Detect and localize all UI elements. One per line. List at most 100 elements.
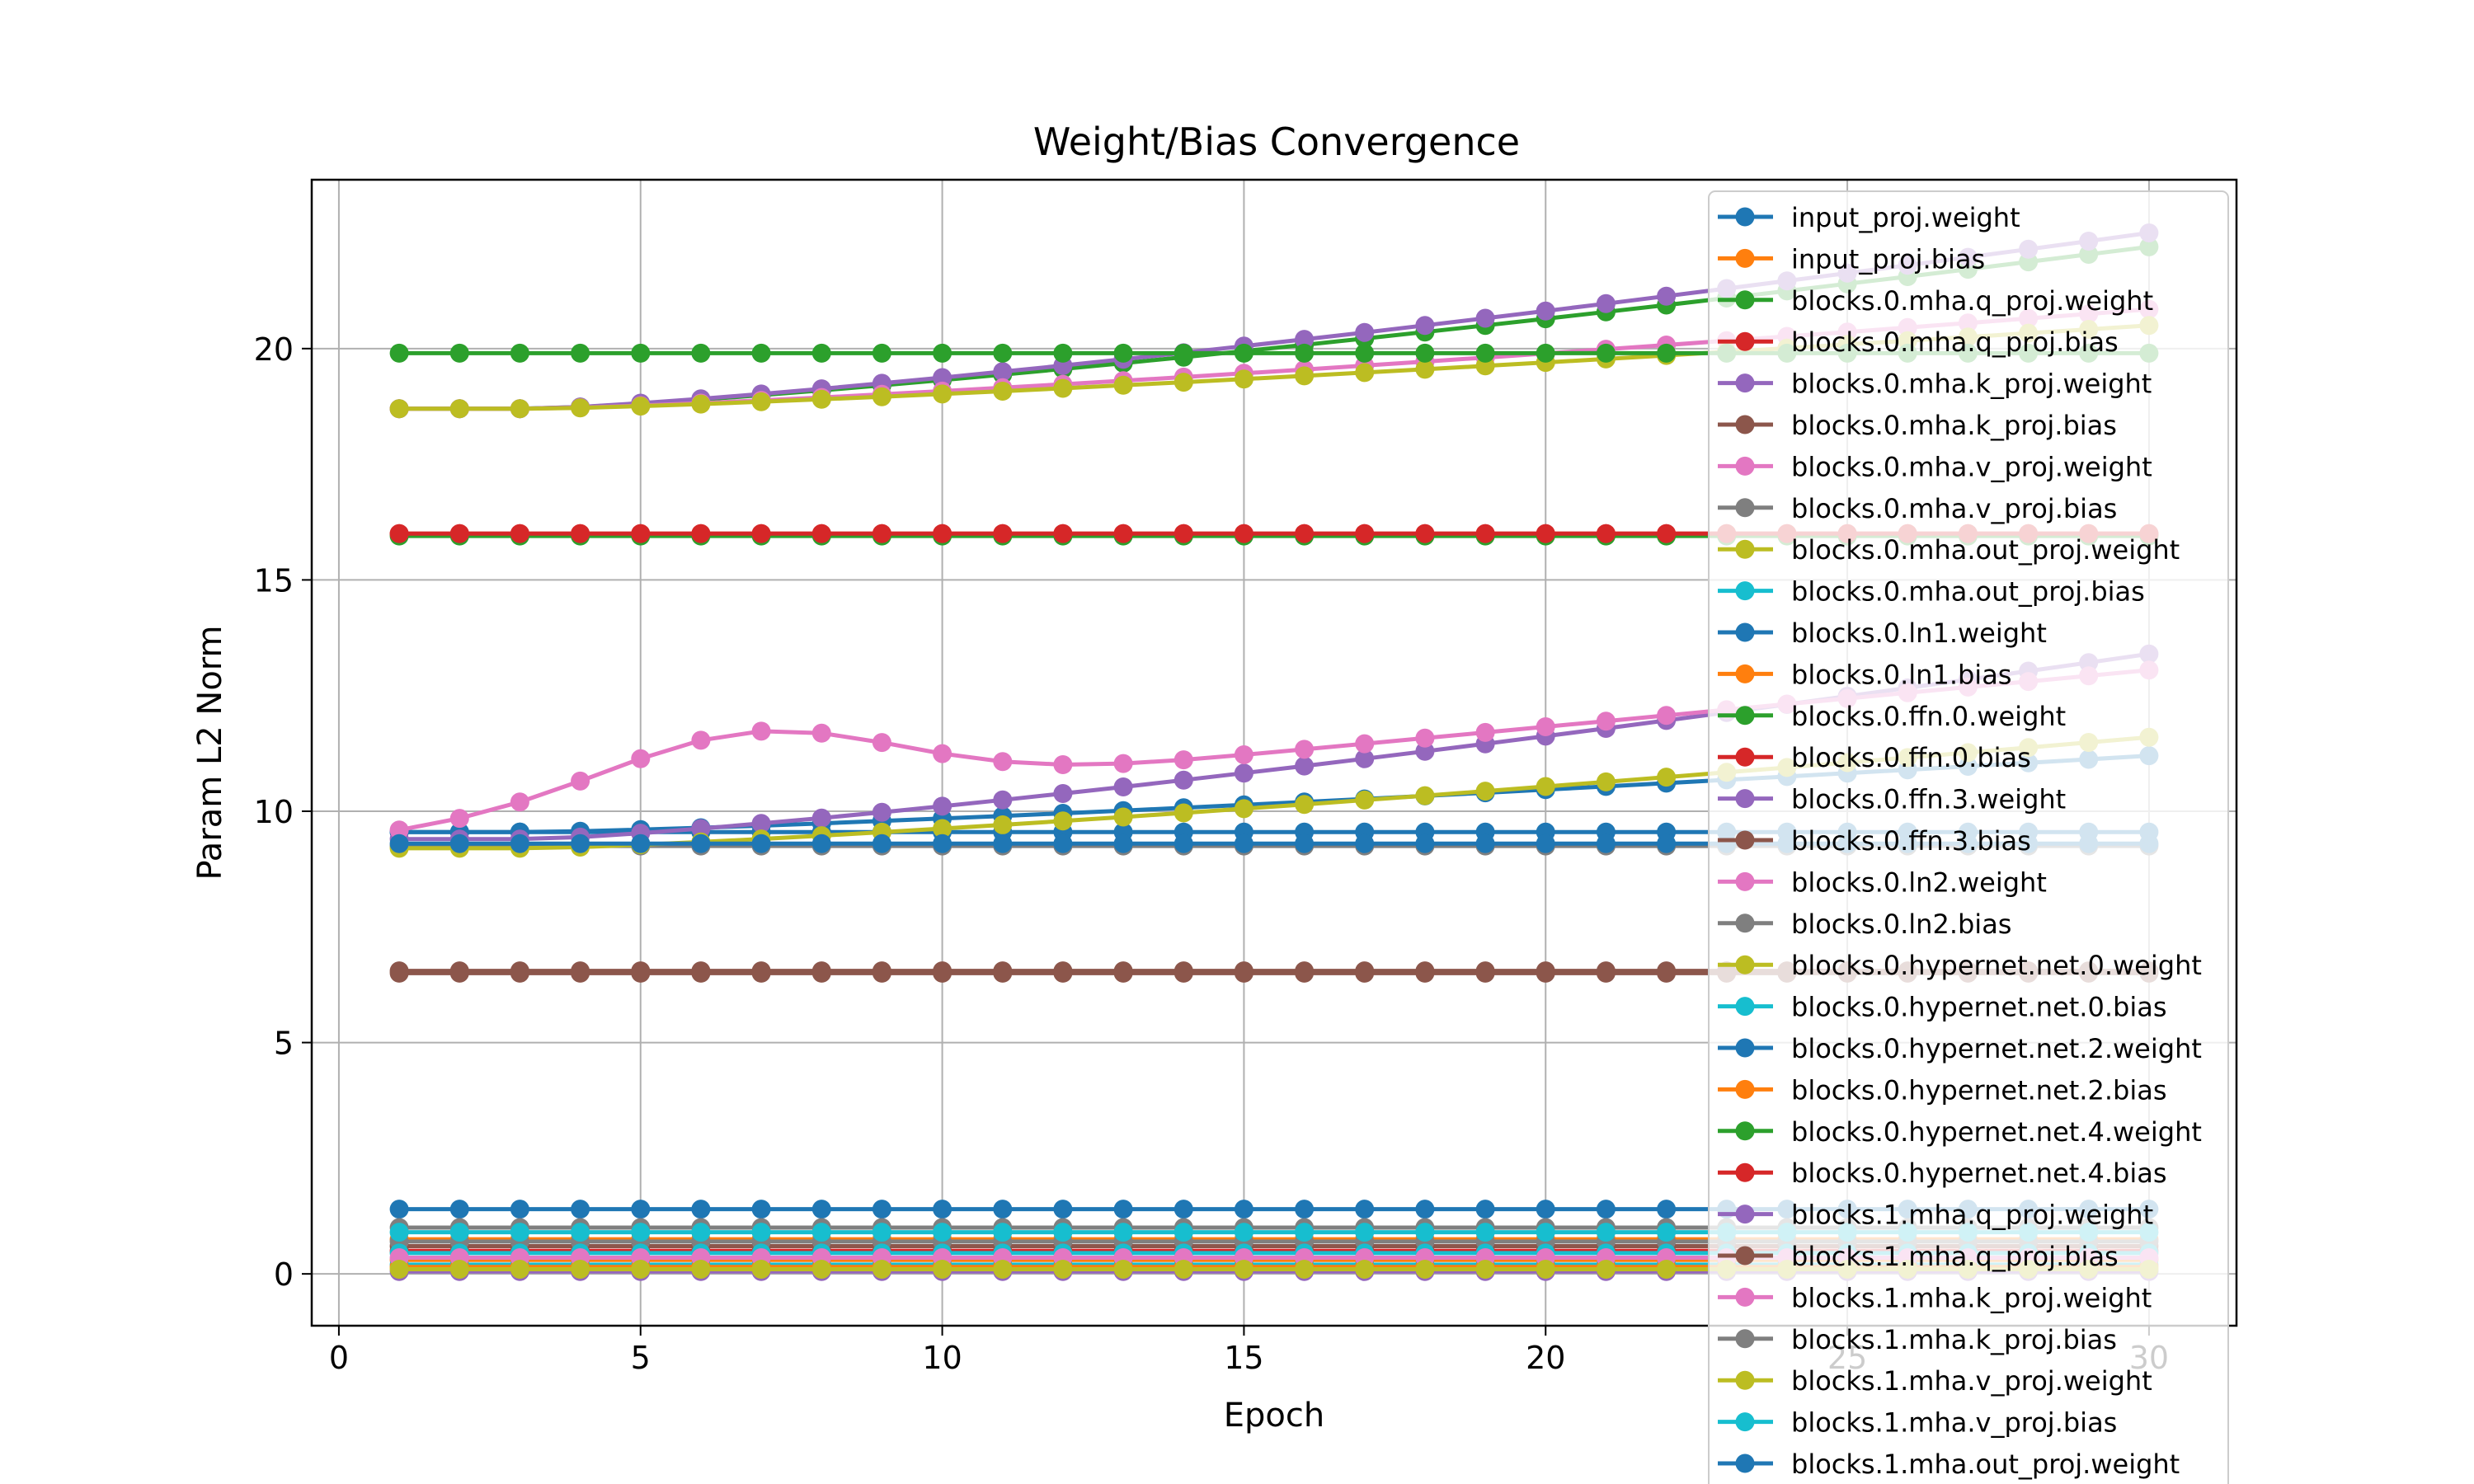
legend-marker <box>1735 664 1755 683</box>
legend-item: blocks.0.ln1.weight <box>1718 618 2047 649</box>
legend-marker <box>1735 1162 1755 1182</box>
data-point <box>571 1200 590 1219</box>
x-axis-label: Epoch <box>1224 1397 1324 1435</box>
data-point <box>1657 961 1677 981</box>
legend-marker <box>1735 248 1755 268</box>
data-point <box>1536 1260 1555 1279</box>
data-point <box>751 961 771 981</box>
legend-marker <box>1735 1453 1755 1473</box>
data-point <box>1536 1223 1555 1242</box>
legend-marker <box>1735 456 1755 476</box>
data-point <box>933 744 952 763</box>
data-point <box>1053 755 1073 774</box>
legend-marker <box>1735 373 1755 393</box>
data-point <box>1113 961 1133 981</box>
legend-item: blocks.1.mha.q_proj.weight <box>1718 1200 2153 1231</box>
data-point <box>510 1200 529 1219</box>
data-point <box>691 961 711 981</box>
data-point <box>449 961 469 981</box>
legend-item: blocks.0.ffn.3.bias <box>1718 825 2031 857</box>
data-point <box>1596 961 1616 981</box>
legend-item: blocks.1.mha.v_proj.bias <box>1718 1407 2117 1439</box>
data-point <box>571 771 590 791</box>
data-point <box>993 834 1013 853</box>
data-point <box>1295 1200 1315 1219</box>
legend-item: blocks.0.mha.v_proj.bias <box>1718 493 2117 524</box>
data-point <box>389 1200 409 1219</box>
data-point <box>1415 834 1435 853</box>
data-point <box>1234 763 1253 783</box>
legend-marker <box>1735 913 1755 933</box>
data-point <box>751 721 771 741</box>
legend-marker <box>1735 331 1755 351</box>
data-point <box>1295 343 1315 363</box>
data-point <box>1174 343 1193 363</box>
data-point <box>449 524 469 543</box>
data-point <box>1657 768 1677 787</box>
data-point <box>1657 1223 1677 1242</box>
data-point <box>1113 754 1133 773</box>
legend-label: blocks.0.ln2.weight <box>1791 866 2047 898</box>
data-point <box>449 1223 469 1242</box>
data-point <box>751 1223 771 1242</box>
data-point <box>993 343 1013 363</box>
data-point <box>571 524 590 543</box>
data-point <box>510 834 529 853</box>
x-tick-label: 20 <box>1526 1340 1565 1376</box>
legend-item: blocks.1.mha.v_proj.weight <box>1718 1365 2152 1397</box>
data-point <box>933 1200 952 1219</box>
data-point <box>691 834 711 853</box>
data-point <box>1536 961 1555 981</box>
data-point <box>1475 1223 1495 1242</box>
data-point <box>1113 1260 1133 1279</box>
data-point <box>1234 834 1253 853</box>
data-point <box>631 749 651 768</box>
data-point <box>1475 308 1495 328</box>
chart-title: Weight/Bias Convergence <box>1033 120 1520 164</box>
data-point <box>933 384 952 404</box>
legend-label: blocks.0.ln1.bias <box>1791 659 2011 690</box>
data-point <box>510 1223 529 1242</box>
legend-label: blocks.1.mha.q_proj.bias <box>1791 1241 2119 1272</box>
data-point <box>1113 375 1133 395</box>
legend-marker <box>1735 539 1755 559</box>
data-point <box>811 389 831 409</box>
data-point <box>449 343 469 363</box>
data-point <box>811 343 831 363</box>
data-point <box>1657 706 1677 726</box>
legend-label: blocks.0.hypernet.net.0.weight <box>1791 950 2202 981</box>
y-tick-label: 15 <box>254 562 294 599</box>
data-point <box>571 398 590 418</box>
data-point <box>1355 734 1375 754</box>
data-point <box>1053 961 1073 981</box>
legend-marker <box>1735 1370 1755 1390</box>
data-point <box>1234 799 1253 819</box>
legend-label: blocks.1.mha.out_proj.weight <box>1791 1449 2180 1480</box>
legend-marker <box>1735 789 1755 809</box>
data-point <box>1657 834 1677 853</box>
data-point <box>1174 1260 1193 1279</box>
data-point <box>1113 1223 1133 1242</box>
legend-marker <box>1735 1121 1755 1141</box>
data-point <box>872 1200 891 1219</box>
data-point <box>389 820 409 840</box>
data-point <box>1415 1200 1435 1219</box>
data-point <box>993 362 1013 382</box>
data-point <box>1475 1200 1495 1219</box>
data-point <box>1174 750 1193 770</box>
data-point <box>872 733 891 753</box>
data-point <box>449 1260 469 1279</box>
data-point <box>1174 803 1193 823</box>
legend-item: blocks.0.hypernet.net.2.weight <box>1718 1033 2202 1064</box>
data-point <box>1295 1223 1315 1242</box>
legend-item: input_proj.bias <box>1718 243 1985 275</box>
data-point <box>389 524 409 543</box>
data-point <box>1053 524 1073 543</box>
data-point <box>1536 717 1555 736</box>
legend-item: blocks.0.hypernet.net.0.bias <box>1718 992 2166 1023</box>
legend-marker <box>1735 1205 1755 1224</box>
data-point <box>1596 834 1616 853</box>
data-point <box>1355 749 1375 768</box>
data-point <box>1415 524 1435 543</box>
